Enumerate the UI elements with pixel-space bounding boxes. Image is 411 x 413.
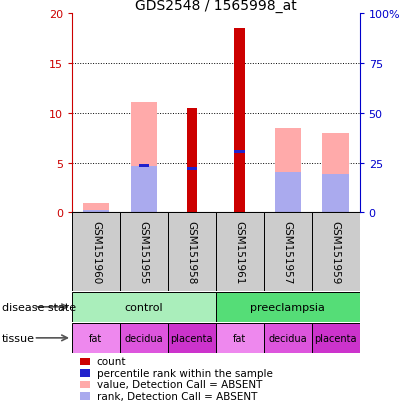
Bar — [72, 213, 120, 291]
Bar — [139, 165, 149, 168]
Bar — [187, 168, 197, 171]
Text: decidua: decidua — [268, 333, 307, 343]
Bar — [234, 151, 245, 154]
Bar — [72, 292, 216, 322]
Bar — [120, 213, 168, 291]
Text: GSM151958: GSM151958 — [187, 220, 197, 284]
Text: placenta: placenta — [314, 333, 357, 343]
Bar — [131, 166, 157, 213]
Text: fat: fat — [89, 333, 102, 343]
Bar — [72, 323, 120, 353]
Bar — [216, 323, 264, 353]
Text: percentile rank within the sample: percentile rank within the sample — [97, 368, 272, 378]
Bar — [275, 173, 301, 213]
Text: value, Detection Call = ABSENT: value, Detection Call = ABSENT — [97, 380, 262, 389]
Bar — [264, 323, 312, 353]
Bar — [120, 323, 168, 353]
Bar — [216, 292, 360, 322]
Bar — [234, 29, 245, 213]
Text: control: control — [125, 302, 163, 312]
Bar — [264, 213, 312, 291]
Text: GSM151955: GSM151955 — [139, 220, 149, 284]
Text: count: count — [97, 356, 126, 366]
Bar — [131, 103, 157, 213]
Text: GSM151959: GSM151959 — [331, 220, 341, 284]
Text: fat: fat — [233, 333, 246, 343]
Bar — [187, 109, 197, 213]
Bar — [216, 213, 264, 291]
Text: decidua: decidua — [125, 333, 163, 343]
Text: rank, Detection Call = ABSENT: rank, Detection Call = ABSENT — [97, 391, 257, 401]
Bar — [312, 323, 360, 353]
Bar — [83, 204, 109, 213]
Text: GSM151960: GSM151960 — [91, 221, 101, 283]
Bar — [312, 213, 360, 291]
Text: tissue: tissue — [2, 333, 35, 343]
Bar — [83, 211, 109, 213]
Text: GSM151961: GSM151961 — [235, 220, 245, 284]
Text: placenta: placenta — [171, 333, 213, 343]
Text: preeclampsia: preeclampsia — [250, 302, 325, 312]
Text: disease state: disease state — [2, 302, 76, 312]
Bar — [168, 323, 216, 353]
Bar — [323, 133, 349, 213]
Title: GDS2548 / 1565998_at: GDS2548 / 1565998_at — [135, 0, 297, 14]
Text: GSM151957: GSM151957 — [283, 220, 293, 284]
Bar — [168, 213, 216, 291]
Bar — [275, 128, 301, 213]
Bar — [323, 175, 349, 213]
